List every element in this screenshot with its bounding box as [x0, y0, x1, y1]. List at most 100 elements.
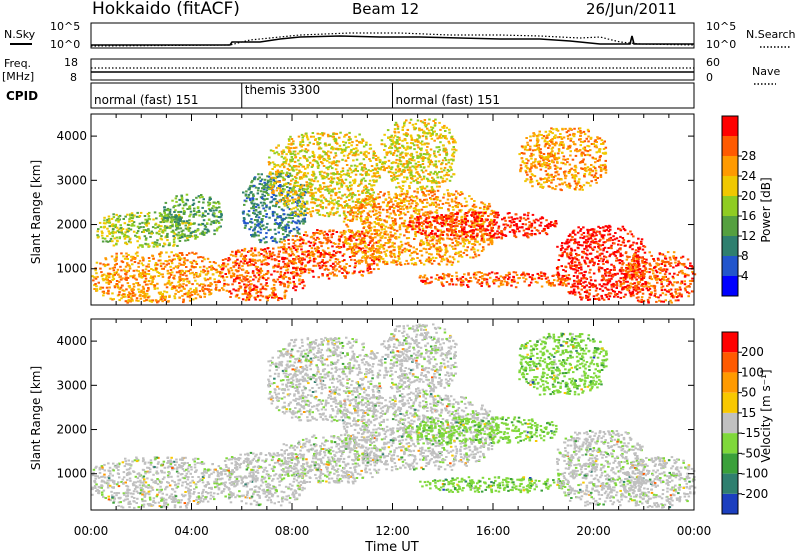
heatmap-cell: [204, 210, 207, 213]
heatmap-cell: [320, 199, 323, 202]
heatmap-cell: [395, 123, 399, 126]
heatmap-cell: [144, 238, 148, 241]
heatmap-cell: [185, 193, 189, 196]
heatmap-cell: [213, 212, 216, 215]
heatmap-cell: [112, 298, 115, 301]
heatmap-cell: [112, 244, 116, 247]
heatmap-cell: [173, 258, 176, 261]
heatmap-cell: [367, 272, 371, 275]
heatmap-cell: [359, 212, 362, 215]
heatmap-cell: [197, 275, 200, 278]
heatmap-cell: [249, 288, 252, 291]
heatmap-cell: [276, 180, 279, 183]
heatmap-cell: [395, 138, 399, 141]
heatmap-cell: [106, 227, 109, 230]
freq-ytick-bottom: 8: [70, 71, 77, 84]
heatmap-cell: [331, 180, 334, 183]
heatmap-cell: [124, 295, 127, 298]
heatmap-cell: [423, 123, 427, 126]
heatmap-cell: [301, 136, 304, 139]
heatmap-cell: [409, 142, 413, 144]
heatmap-cell: [439, 128, 442, 131]
heatmap-cell: [433, 139, 436, 142]
heatmap-cell: [334, 154, 338, 157]
heatmap-cell: [157, 300, 160, 303]
heatmap-cell: [338, 191, 341, 194]
heatmap-cell: [253, 254, 257, 257]
heatmap-cell: [398, 250, 401, 253]
heatmap-cell: [406, 142, 409, 145]
heatmap-cell: [101, 277, 105, 280]
heatmap-cell: [301, 197, 304, 200]
heatmap-cell: [327, 200, 330, 203]
heatmap-cell: [124, 231, 127, 234]
heatmap-cell: [178, 224, 181, 227]
heatmap-cell: [136, 240, 139, 243]
heatmap-cell: [234, 295, 238, 298]
heatmap-cell: [379, 231, 383, 234]
heatmap-cell: [405, 160, 409, 163]
heatmap-cell: [312, 244, 315, 247]
heatmap-cell: [323, 159, 326, 162]
heatmap-cell: [183, 272, 186, 275]
heatmap-cell: [446, 250, 449, 253]
heatmap-cell: [184, 239, 187, 242]
heatmap-cell: [430, 128, 434, 131]
heatmap-cell: [461, 237, 464, 240]
heatmap-cell: [425, 251, 428, 254]
heatmap-cell: [271, 287, 274, 290]
heatmap-cell: [101, 274, 104, 277]
heatmap-cell: [356, 165, 359, 168]
heatmap-cell: [377, 211, 381, 214]
heatmap-cell: [358, 271, 361, 274]
heatmap-cell: [192, 230, 195, 233]
heatmap-cell: [256, 271, 259, 274]
heatmap-cell: [321, 264, 324, 267]
heatmap-cell: [207, 218, 211, 221]
heatmap-cell: [351, 195, 354, 198]
heatmap-cell: [271, 296, 274, 299]
heatmap-cell: [194, 260, 198, 263]
heatmap-cell: [349, 213, 352, 216]
heatmap-cell: [404, 154, 408, 157]
heatmap-cell: [273, 296, 276, 299]
heatmap-cell: [100, 275, 104, 278]
heatmap-cell: [348, 243, 352, 246]
heatmap-cell: [125, 236, 128, 239]
heatmap-cell: [218, 206, 221, 209]
heatmap-cell: [284, 156, 287, 159]
heatmap-cell: [237, 249, 240, 252]
heatmap-cell: [257, 273, 261, 276]
heatmap-cell: [291, 245, 295, 248]
heatmap-cell: [290, 174, 294, 177]
heatmap-cell: [212, 201, 215, 204]
heatmap-cell: [297, 159, 300, 162]
heatmap-cell: [201, 230, 205, 233]
heatmap-cell: [279, 238, 283, 241]
heatmap-cell: [133, 214, 136, 217]
heatmap-cell: [150, 275, 153, 278]
heatmap-cell: [320, 260, 324, 263]
heatmap-cell: [152, 277, 155, 280]
heatmap-cell: [155, 243, 158, 246]
heatmap-cell: [476, 249, 480, 252]
heatmap-cell: [96, 275, 99, 278]
heatmap-cell: [199, 232, 202, 235]
heatmap-cell: [145, 299, 148, 302]
heatmap-cell: [158, 230, 161, 233]
heatmap-cell: [444, 248, 447, 251]
heatmap-cell: [381, 257, 385, 260]
heatmap-cell: [348, 199, 351, 201]
heatmap-cell: [293, 247, 296, 250]
heatmap-cell: [402, 212, 406, 215]
heatmap-cell: [345, 223, 348, 226]
heatmap-cell: [329, 184, 332, 187]
heatmap-cell: [423, 153, 426, 155]
heatmap-cell: [276, 164, 279, 167]
nsky-panel: N.Sky 10^5 10^0 N.Search 10^5 10^0: [4, 20, 796, 51]
heatmap-cell: [180, 216, 183, 219]
heatmap-cell: [332, 250, 336, 253]
heatmap-cell: [234, 260, 237, 263]
heatmap-cell: [181, 254, 184, 256]
heatmap-cell: [410, 177, 413, 180]
